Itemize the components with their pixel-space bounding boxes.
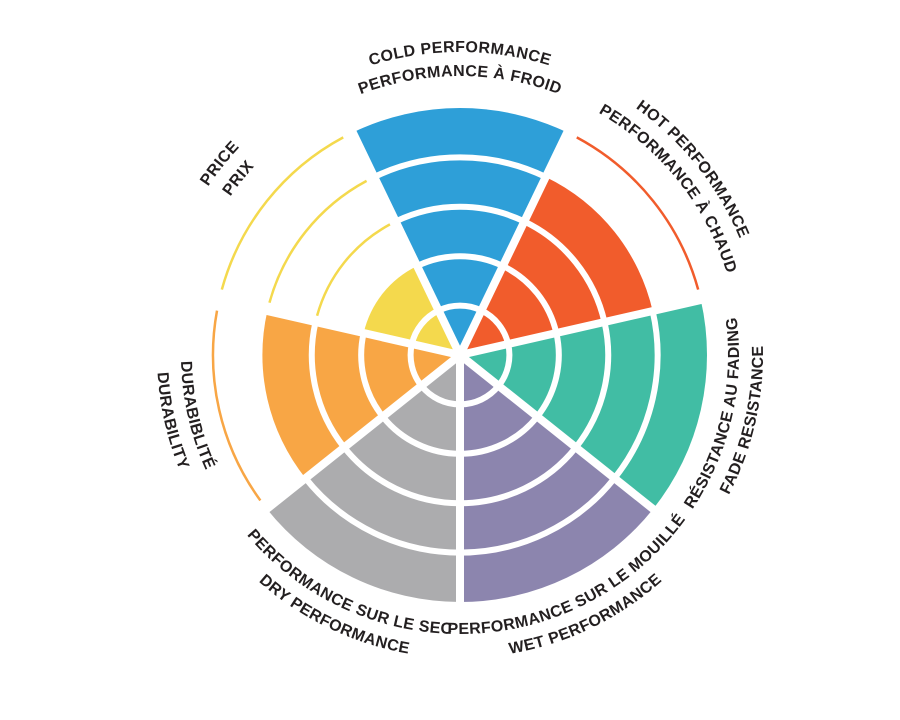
ring-separator <box>308 321 347 450</box>
unfilled-ring-arc <box>268 179 368 304</box>
unfilled-ring-arc <box>576 136 700 290</box>
wedge-gap-lines <box>211 124 709 609</box>
ring-separator <box>380 414 461 457</box>
wedge-fill-wet <box>460 355 654 602</box>
wedge-gap-line <box>346 124 464 357</box>
wedge-fill-cold <box>352 107 568 355</box>
ring-separator <box>303 476 461 556</box>
ring-separator <box>341 445 461 507</box>
unfilled-ring-arc <box>211 310 262 502</box>
label-text-hot-en: HOT PERFORMANCE <box>633 97 751 240</box>
wedge-gap-line <box>459 294 709 359</box>
ring-separator <box>459 414 540 457</box>
wedge-fill-price <box>363 265 460 355</box>
wedge-hot <box>460 136 700 355</box>
wedge-fill-dry <box>266 355 460 602</box>
ring-separator <box>459 476 617 556</box>
wedge-gap-line <box>258 351 463 517</box>
ring-separator <box>459 445 579 507</box>
wedge-gap-line <box>456 124 574 357</box>
wedge-fill-fade <box>460 300 708 509</box>
ring-separator <box>372 154 548 180</box>
ring-separator <box>612 310 661 481</box>
ring-separator <box>573 321 612 450</box>
ring-separator <box>534 332 562 419</box>
ring-separator <box>394 203 526 225</box>
ring-separator <box>522 218 608 323</box>
ring-separator <box>415 253 505 269</box>
ring-separator <box>501 263 560 334</box>
wedge-cold <box>352 107 568 355</box>
unfilled-ring-arc <box>315 223 391 317</box>
label-cold-fr: PERFORMANCE À FROID <box>356 63 564 98</box>
label-text-cold-fr: PERFORMANCE À FROID <box>356 63 563 98</box>
wedge-durability <box>211 310 460 502</box>
wedge-wet <box>459 355 654 602</box>
label-hot-en: HOT PERFORMANCE <box>633 97 752 240</box>
wedge-dry <box>266 355 461 602</box>
wedge-gap-line <box>211 294 461 359</box>
wedge-gap-line <box>457 351 662 517</box>
ring-separator <box>358 332 386 419</box>
unfilled-ring-arc <box>220 136 344 290</box>
